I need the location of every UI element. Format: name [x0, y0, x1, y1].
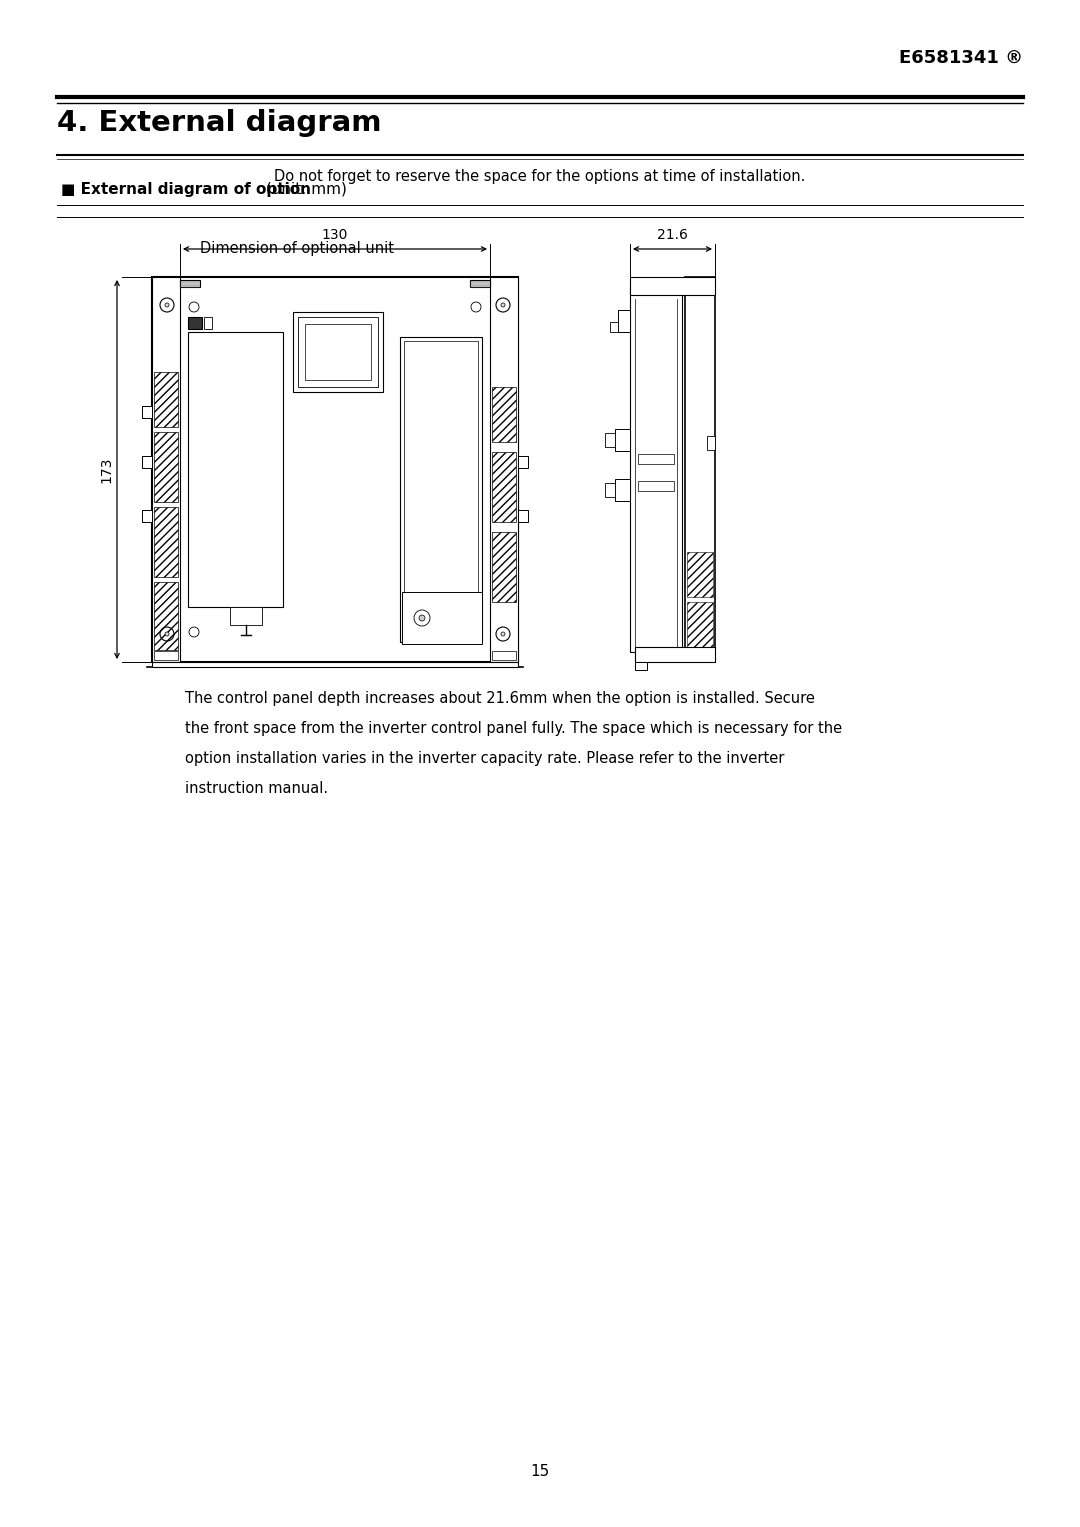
Text: 173: 173	[99, 457, 113, 483]
Bar	[229, 608, 261, 625]
Text: Dimension of optional unit: Dimension of optional unit	[200, 241, 394, 257]
Bar	[305, 324, 372, 380]
Circle shape	[165, 632, 168, 637]
Circle shape	[189, 628, 199, 637]
Bar	[141, 510, 152, 522]
Bar	[685, 276, 715, 663]
Bar	[615, 479, 630, 501]
Bar	[152, 276, 518, 663]
Bar	[204, 318, 212, 328]
Circle shape	[496, 628, 510, 641]
Bar	[605, 432, 615, 447]
Bar	[492, 386, 516, 441]
Text: 15: 15	[530, 1464, 550, 1480]
Bar	[605, 483, 615, 496]
Text: instruction manual.: instruction manual.	[185, 780, 328, 796]
Circle shape	[165, 302, 168, 307]
Bar	[154, 651, 178, 660]
Circle shape	[496, 298, 510, 312]
Bar	[492, 452, 516, 522]
Text: Do not forget to reserve the space for the options at time of installation.: Do not forget to reserve the space for t…	[274, 169, 806, 183]
Bar	[707, 437, 715, 450]
Bar	[154, 432, 178, 502]
Bar	[630, 287, 681, 652]
Circle shape	[414, 609, 430, 626]
Text: 21.6: 21.6	[657, 228, 688, 241]
Bar	[400, 337, 482, 641]
Bar	[154, 507, 178, 577]
Text: E6581341 ®: E6581341 ®	[899, 49, 1023, 67]
Text: 130: 130	[322, 228, 348, 241]
Bar	[638, 454, 674, 464]
Bar	[618, 310, 630, 331]
Bar	[635, 647, 715, 663]
Polygon shape	[470, 279, 490, 287]
Bar	[141, 406, 152, 418]
Text: The control panel depth increases about 21.6mm when the option is installed. Sec: The control panel depth increases about …	[185, 692, 815, 705]
Text: option installation varies in the inverter capacity rate. Please refer to the in: option installation varies in the invert…	[185, 751, 784, 767]
Bar	[518, 510, 528, 522]
Text: the front space from the inverter control panel fully. The space which is necess: the front space from the inverter contro…	[185, 721, 842, 736]
Circle shape	[160, 298, 174, 312]
Text: 4. External diagram: 4. External diagram	[57, 108, 381, 137]
Bar	[687, 551, 713, 597]
Bar	[638, 481, 674, 490]
Circle shape	[501, 632, 505, 637]
Bar	[298, 318, 378, 386]
Bar	[188, 331, 283, 608]
Bar	[152, 663, 518, 667]
Bar	[492, 651, 516, 660]
Bar	[492, 531, 516, 602]
Circle shape	[419, 615, 426, 621]
Circle shape	[189, 302, 199, 312]
Polygon shape	[180, 279, 200, 287]
Bar	[490, 276, 518, 663]
Circle shape	[501, 302, 505, 307]
Circle shape	[471, 302, 481, 312]
Text: ■ External diagram of option: ■ External diagram of option	[60, 182, 311, 197]
Bar	[154, 582, 178, 651]
Circle shape	[160, 628, 174, 641]
Bar	[615, 429, 630, 450]
Bar	[152, 276, 180, 663]
Bar	[635, 663, 647, 670]
Circle shape	[471, 628, 481, 637]
Bar	[630, 276, 715, 295]
Bar	[610, 322, 618, 331]
Bar	[293, 312, 383, 392]
Bar	[518, 455, 528, 467]
Bar	[141, 455, 152, 467]
Text: (unit: mm): (unit: mm)	[261, 182, 347, 197]
Bar	[687, 602, 713, 647]
Bar	[154, 373, 178, 428]
Bar	[402, 592, 482, 644]
Bar	[404, 341, 478, 638]
Bar	[188, 318, 202, 328]
